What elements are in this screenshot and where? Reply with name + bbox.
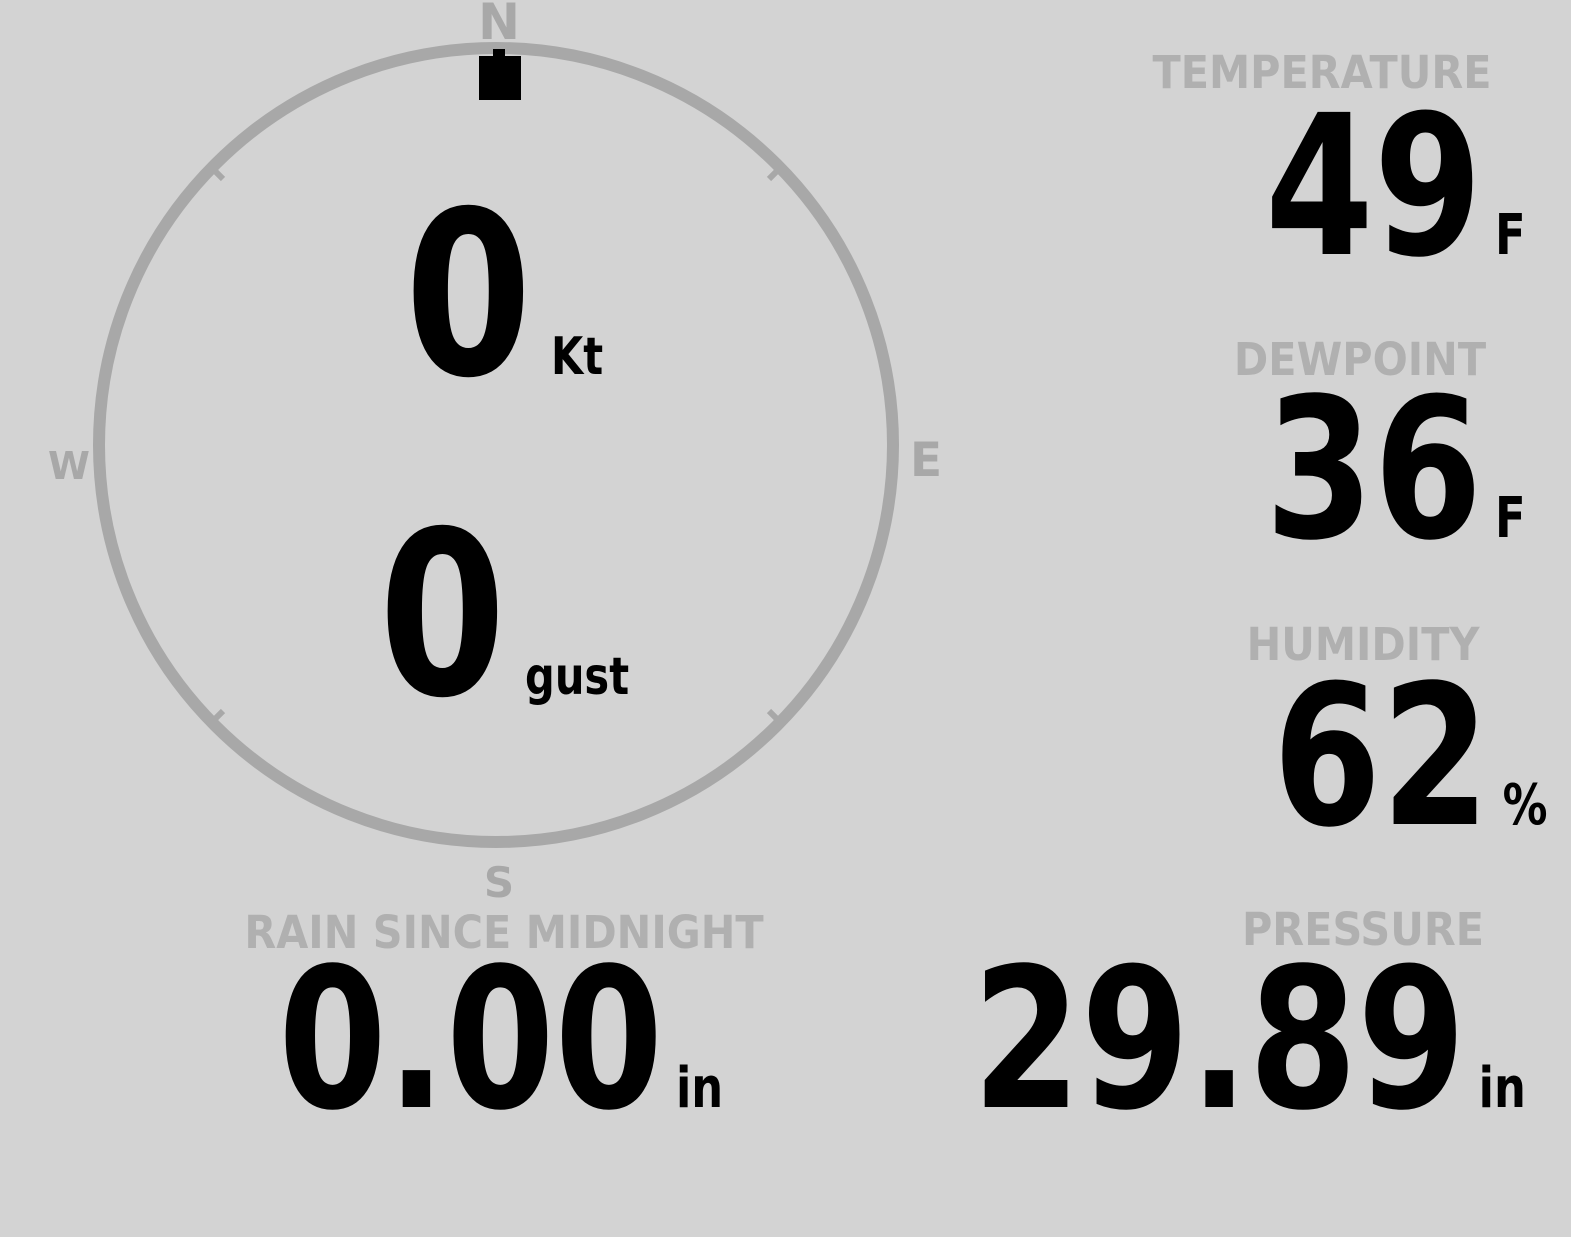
wind-direction-marker-icon <box>479 49 521 100</box>
pressure-readout: 29.89 in <box>973 942 1527 1137</box>
temperature-label: TEMPERATURE <box>1152 46 1492 99</box>
wind-speed-readout: 0 Kt <box>405 181 603 409</box>
wind-gust-unit: gust <box>525 647 630 707</box>
dewpoint-unit: F <box>1495 486 1526 551</box>
compass-tick-ne-icon <box>766 161 787 182</box>
rain-readout: 0.00 in <box>278 942 723 1137</box>
cardinal-label-north: N <box>478 0 520 51</box>
wind-gust-readout: 0 gust <box>379 501 629 729</box>
pressure-value: 29.89 <box>972 926 1466 1153</box>
temperature-value: 49 <box>1265 73 1483 300</box>
wind-speed-unit: Kt <box>551 327 604 387</box>
dewpoint-readout: 36 F <box>1265 372 1526 567</box>
temperature-unit: F <box>1495 203 1526 268</box>
pressure-unit: in <box>1478 1056 1526 1121</box>
cardinal-label-west: W <box>48 444 90 488</box>
wind-speed-value: 0 <box>404 162 532 428</box>
cardinal-label-south: S <box>483 858 515 907</box>
wind-gust-value: 0 <box>378 482 506 748</box>
humidity-unit: % <box>1502 773 1547 838</box>
rain-value: 0.00 <box>278 926 663 1153</box>
pressure-label: PRESSURE <box>1241 903 1485 956</box>
temperature-readout: 49 F <box>1265 89 1526 284</box>
rain-unit: in <box>675 1056 723 1121</box>
compass-tick-sw-icon <box>205 708 226 729</box>
compass-tick-se-icon <box>766 708 787 729</box>
humidity-value: 62 <box>1272 643 1490 870</box>
rain-label: RAIN SINCE MIDNIGHT <box>244 906 764 959</box>
cardinal-label-east: E <box>909 433 943 488</box>
humidity-label: HUMIDITY <box>1246 618 1480 671</box>
compass-tick-nw-icon <box>205 161 226 182</box>
dewpoint-value: 36 <box>1265 356 1483 583</box>
dewpoint-label: DEWPOINT <box>1233 333 1487 386</box>
compass-circle <box>93 42 899 848</box>
wind-compass-dial <box>93 42 899 848</box>
humidity-readout: 62 % <box>1272 659 1547 854</box>
